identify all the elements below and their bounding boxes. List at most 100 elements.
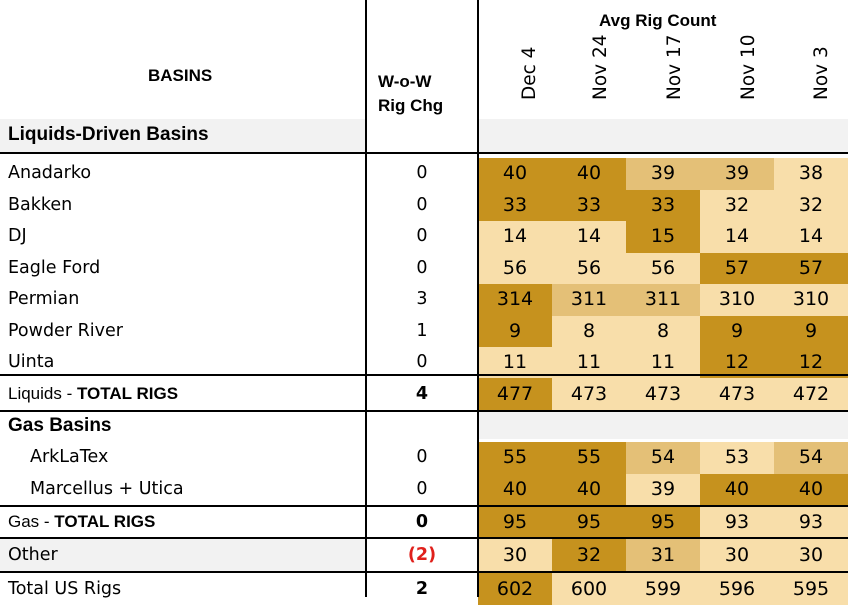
rule-below-gas-total [0,537,848,539]
total-bold: TOTAL RIGS [76,384,179,403]
date-header-2: Nov 17 [664,34,685,100]
value-cell: 93 [774,507,848,537]
value-cell: 12 [700,347,774,379]
value-cell: 595 [774,573,848,605]
value-cell: 57 [774,252,848,284]
value-cell: 8 [552,315,626,347]
value-cell: 40 [700,473,774,505]
value-cell: 11 [626,347,700,379]
wow-change-value: 0 [416,478,428,499]
value-cell: 40 [478,473,552,505]
value-cell: 54 [774,442,848,474]
value-cell: 33 [478,189,552,221]
value-cell: 55 [552,442,626,474]
liquids-section-bg [0,119,366,152]
basin-name: Anadarko [8,163,92,183]
rule-above-gas-total [0,505,848,507]
value-cell: 14 [552,221,626,253]
value-cell: 9 [478,315,552,347]
value-cell: 39 [626,473,700,505]
value-cell: 14 [700,221,774,253]
value-cell: 472 [774,378,848,410]
wow-change-value: 1 [416,320,428,341]
value-cell: 30 [774,539,848,571]
value-cell: 56 [478,252,552,284]
gas-section-title: Gas Basins [8,415,112,436]
value-cell: 15 [626,221,700,253]
date-header-4: Nov 3 [811,46,832,100]
gas-total-label: Gas - TOTAL RIGS [8,507,155,537]
wow-change-value: 0 [416,163,428,183]
date-header-0: Dec 4 [519,46,540,100]
value-cell: 53 [700,442,774,474]
value-cell: 599 [626,573,700,605]
wow-header-line2: Rig Chg [378,96,444,115]
wow-change-value: 4 [415,384,429,404]
value-cell: 32 [552,539,626,571]
value-cell: 56 [626,252,700,284]
value-cell: 56 [552,252,626,284]
basin-name: ArkLaTex [30,447,109,467]
wow-change-value: 0 [416,447,428,467]
value-cell: 473 [700,378,774,410]
gas-section-bg-right [478,411,848,439]
value-cell: 8 [626,315,700,347]
value-cell: 11 [552,347,626,379]
basin-name: Bakken [8,194,73,215]
value-cell: 14 [774,221,848,253]
value-cell: 40 [552,473,626,505]
basin-name: Eagle Ford [8,257,101,278]
value-cell: 39 [700,158,774,190]
value-cell: 93 [700,507,774,537]
value-cell: 473 [552,378,626,410]
value-cell: 39 [626,158,700,190]
value-cell: 40 [774,473,848,505]
total-bold: TOTAL RIGS [54,512,156,531]
basin-name: Uinta [8,352,55,372]
value-cell: 55 [478,442,552,474]
value-cell: 54 [626,442,700,474]
value-cell: 477 [478,378,552,410]
value-cell: 314 [478,284,552,316]
value-cell: 311 [626,284,700,316]
total-sep: - [39,512,55,531]
value-cell: 473 [626,378,700,410]
value-cell: 33 [552,189,626,221]
basins-header: BASINS [148,66,213,85]
wow-change-value: 3 [416,289,428,309]
total-sep: - [61,384,77,403]
value-cell: 596 [700,573,774,605]
date-header-3: Nov 10 [738,34,759,100]
value-cell: 9 [700,315,774,347]
liquids-section-bg-right [478,119,848,152]
value-cell: 38 [774,158,848,190]
value-cell: 40 [552,158,626,190]
basin-name: Powder River [8,320,123,341]
wow-change-value: 0 [416,257,428,278]
total-prefix: Liquids [8,384,62,403]
liquids-total-label: Liquids - TOTAL RIGS [8,378,178,410]
value-cell: 12 [774,347,848,379]
wow-change-value: 0 [416,194,428,215]
wow-change-value: 0 [415,512,429,532]
value-cell: 600 [552,573,626,605]
value-cell: 9 [774,315,848,347]
value-cell: 40 [478,158,552,190]
wow-change-value: 0 [416,352,428,372]
value-cell: 602 [478,573,552,605]
other-row-bg [0,538,366,571]
value-cell: 57 [700,252,774,284]
divider-wow-data [477,0,479,597]
rule-below-liquids-total [0,410,848,412]
wow-change-value: 0 [416,226,428,246]
value-cell: 95 [478,507,552,537]
basin-name: Total US Rigs [8,579,122,599]
value-cell: 30 [478,539,552,571]
value-cell: 95 [626,507,700,537]
basin-name: DJ [8,226,27,246]
wow-change-value: (2) [407,545,437,565]
total-prefix: Gas [8,512,40,531]
rule-above-liquids-total [0,374,848,376]
value-cell: 11 [478,347,552,379]
wow-header-line1: W-o-W [378,72,432,91]
